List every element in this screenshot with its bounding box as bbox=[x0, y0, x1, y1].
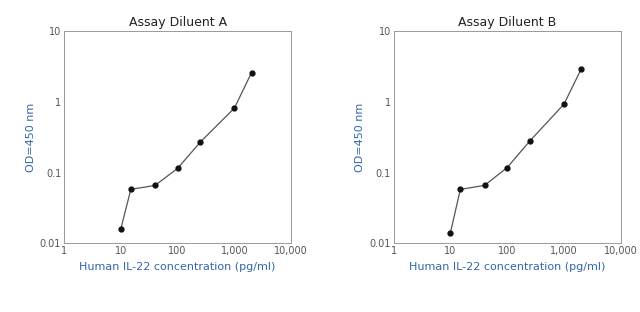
X-axis label: Human IL-22 concentration (pg/ml): Human IL-22 concentration (pg/ml) bbox=[409, 262, 605, 272]
Title: Assay Diluent A: Assay Diluent A bbox=[129, 16, 227, 29]
Y-axis label: OD=450 nm: OD=450 nm bbox=[26, 103, 36, 172]
Y-axis label: OD=450 nm: OD=450 nm bbox=[355, 103, 365, 172]
Title: Assay Diluent B: Assay Diluent B bbox=[458, 16, 556, 29]
X-axis label: Human IL-22 concentration (pg/ml): Human IL-22 concentration (pg/ml) bbox=[79, 262, 276, 272]
